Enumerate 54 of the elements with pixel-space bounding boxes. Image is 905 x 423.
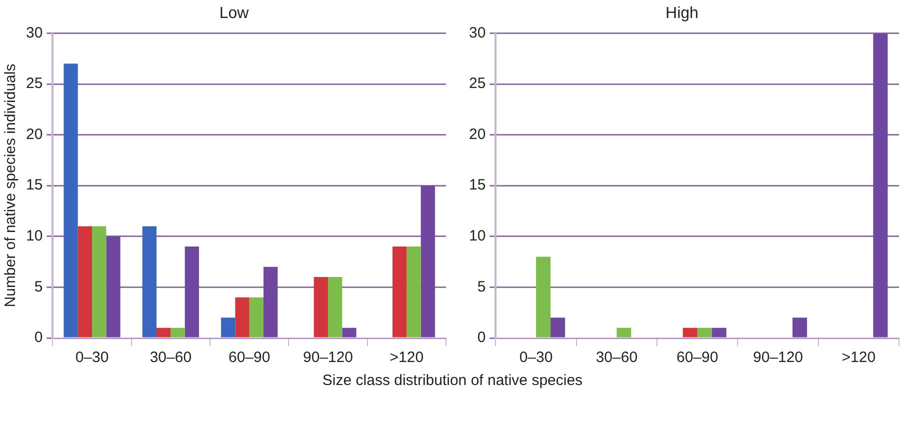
y-tick-label: 10 — [468, 228, 486, 245]
bar — [249, 297, 264, 338]
y-axis-title: Number of native species individuals — [2, 63, 20, 307]
y-tick-label: 15 — [26, 176, 43, 194]
bar — [314, 277, 328, 338]
y-tick-label: 0 — [477, 329, 486, 346]
bar — [697, 328, 712, 338]
x-tick-label: 60–90 — [676, 349, 718, 366]
y-tick-label: 30 — [468, 24, 486, 42]
y-tick-label: 0 — [34, 329, 43, 346]
bar — [184, 246, 199, 338]
bar — [406, 246, 421, 338]
bar — [156, 328, 171, 338]
bar — [712, 328, 726, 338]
y-tick-label: 20 — [468, 126, 486, 143]
bar — [92, 226, 106, 338]
y-tick-label: 15 — [468, 176, 486, 194]
bar — [78, 226, 92, 338]
y-tick-label: 5 — [477, 278, 486, 296]
bar — [550, 318, 566, 338]
bar — [328, 277, 342, 338]
x-tick-label: 30–60 — [596, 349, 638, 366]
y-tick-label: 5 — [34, 278, 43, 296]
bar — [792, 318, 808, 338]
bar — [235, 297, 250, 338]
bar — [106, 236, 120, 338]
bar — [682, 328, 698, 338]
chart-title: High — [666, 5, 698, 22]
x-tick-label: 90–120 — [302, 349, 354, 366]
y-tick-label: 25 — [26, 75, 43, 92]
x-tick-label: 90–120 — [752, 349, 804, 366]
bar — [221, 318, 236, 338]
bar — [420, 186, 435, 338]
y-tick-label: 25 — [468, 75, 486, 92]
bar — [616, 328, 632, 338]
bar — [170, 328, 185, 338]
y-tick-label: 30 — [26, 24, 43, 42]
x-tick-label: >120 — [842, 349, 876, 366]
bar — [64, 64, 78, 338]
bar — [264, 266, 278, 338]
bar — [873, 33, 888, 338]
x-tick-label: >120 — [390, 349, 424, 366]
x-tick-label: 0–30 — [519, 349, 553, 366]
bar — [142, 226, 157, 338]
bar — [536, 256, 551, 338]
bar — [342, 328, 356, 338]
y-tick-label: 10 — [26, 228, 43, 245]
bar — [392, 246, 407, 338]
x-tick-label: 30–60 — [150, 349, 192, 366]
x-tick-label: 60–90 — [228, 349, 270, 366]
chart-title: Low — [219, 5, 250, 22]
y-tick-label: 20 — [26, 126, 43, 143]
x-tick-label: 0–30 — [75, 349, 109, 366]
x-axis-title: Size class distribution of native species — [321, 372, 584, 389]
